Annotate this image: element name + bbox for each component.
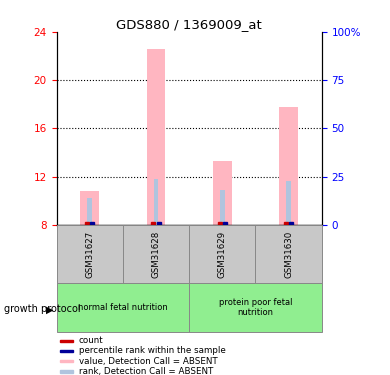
Bar bbox=[60, 360, 73, 362]
Bar bbox=[189, 225, 255, 283]
Bar bbox=[213, 161, 232, 225]
Bar bbox=[60, 350, 73, 352]
Bar bbox=[87, 198, 92, 225]
Bar bbox=[57, 283, 189, 332]
Text: normal fetal nutrition: normal fetal nutrition bbox=[78, 303, 168, 312]
Bar bbox=[279, 107, 298, 225]
Bar bbox=[286, 181, 291, 225]
Text: GSM31627: GSM31627 bbox=[85, 230, 94, 278]
Text: protein poor fetal
nutrition: protein poor fetal nutrition bbox=[219, 298, 292, 317]
Text: growth protocol: growth protocol bbox=[4, 304, 80, 314]
Text: GSM31628: GSM31628 bbox=[151, 230, 161, 278]
Text: GSM31630: GSM31630 bbox=[284, 230, 293, 278]
Bar bbox=[255, 225, 322, 283]
Text: count: count bbox=[79, 336, 104, 345]
Bar bbox=[57, 225, 123, 283]
Bar bbox=[220, 190, 225, 225]
Bar bbox=[147, 49, 165, 225]
Text: GSM31629: GSM31629 bbox=[218, 231, 227, 278]
Text: value, Detection Call = ABSENT: value, Detection Call = ABSENT bbox=[79, 357, 218, 366]
Bar bbox=[154, 178, 158, 225]
Bar bbox=[80, 191, 99, 225]
Text: percentile rank within the sample: percentile rank within the sample bbox=[79, 346, 226, 355]
Bar bbox=[123, 225, 189, 283]
Text: rank, Detection Call = ABSENT: rank, Detection Call = ABSENT bbox=[79, 367, 213, 375]
Text: ▶: ▶ bbox=[46, 304, 54, 314]
Title: GDS880 / 1369009_at: GDS880 / 1369009_at bbox=[116, 18, 262, 31]
Bar bbox=[60, 370, 73, 373]
Bar bbox=[189, 283, 322, 332]
Bar bbox=[60, 340, 73, 342]
